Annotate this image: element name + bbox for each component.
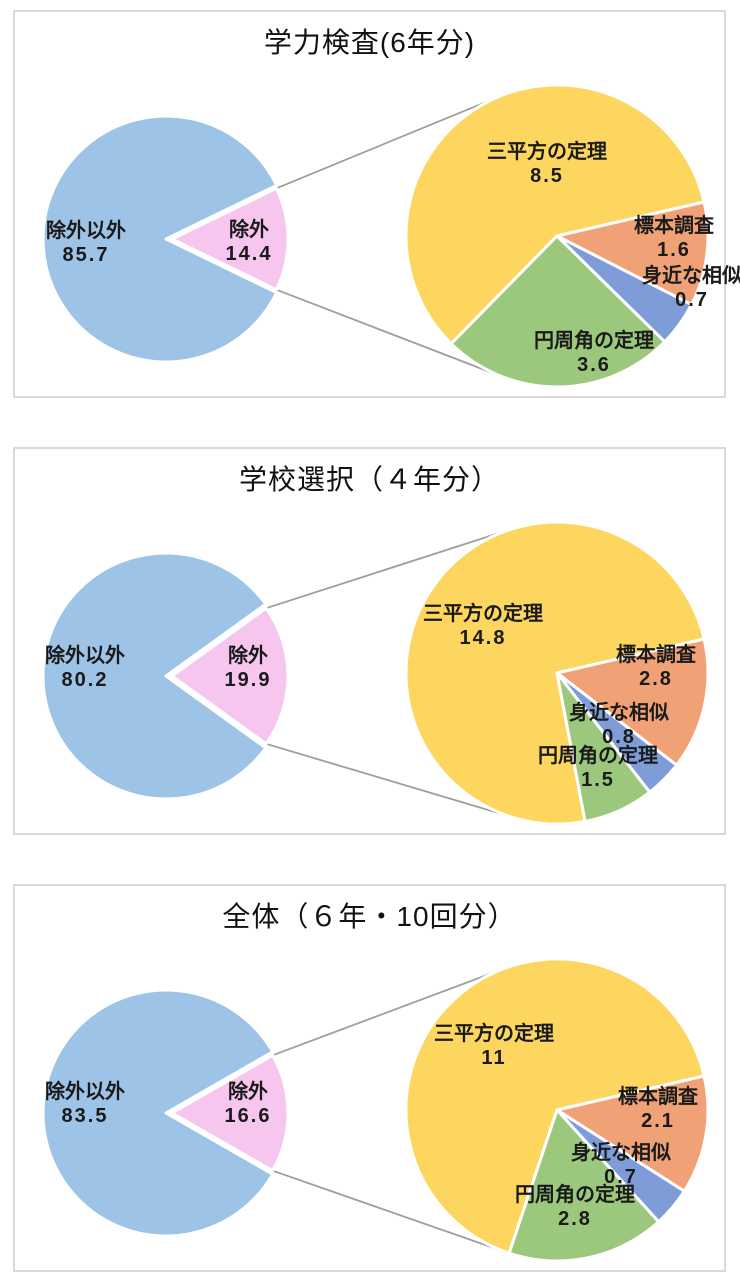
chart-panel-1: 学力検査(6年分) 除外以外 85.7 除外 14.4 三平方の定理 8.5 標本調査 1.6 身… <box>13 10 740 398</box>
slice-label-value: 2.1 <box>641 1110 675 1132</box>
detail-slice-label: 三平方の定理 14.8 <box>423 602 543 650</box>
main-pie-slice-secondary <box>170 186 290 292</box>
series-connector-line-bottom <box>265 742 515 819</box>
series-connector-line-bottom <box>272 1169 508 1254</box>
chart-title: 学力検査(6年分) <box>263 27 476 58</box>
detail-slice-label: 標本調査 2.1 <box>618 1085 698 1133</box>
detail-pie-slice <box>404 520 706 826</box>
slice-label-value: 0.7 <box>675 289 709 311</box>
detail-pie-slice <box>404 957 706 1255</box>
series-connector-line-bottom <box>276 288 504 378</box>
detail-slice-label: 円周角の定理 2.8 <box>515 1183 635 1231</box>
detail-pie-slice <box>555 1074 710 1193</box>
detail-slice-label: 円周角の定理 3.6 <box>534 329 654 377</box>
slice-label-value: 19.9 <box>224 669 272 691</box>
detail-slice-label: 標本調査 1.6 <box>634 214 714 262</box>
main-slice-label: 除外以外 83.5 <box>45 1080 125 1128</box>
main-pie-slice-primary <box>41 114 279 364</box>
slice-label-name: 三平方の定理 <box>423 603 543 625</box>
slice-label-value: 2.8 <box>639 668 673 690</box>
main-slice-label: 除外 16.6 <box>225 1080 272 1128</box>
detail-pie-slice <box>555 200 710 307</box>
slice-label-name: 標本調査 <box>618 1086 698 1108</box>
chart-panel-2: 学校選択（４年分） 除外以外 80.2 除外 19.9 三平方の定理 14.8 標本調査 2.8… <box>13 447 726 835</box>
main-slice-label: 除外 19.9 <box>225 644 272 692</box>
slice-label-name: 標本調査 <box>634 215 714 237</box>
slice-label-name: 身近な相似 <box>569 702 669 724</box>
slice-label-value: 83.5 <box>61 1105 109 1127</box>
slice-label-value: 11 <box>481 1047 507 1069</box>
slice-label-value: 8.5 <box>530 165 564 187</box>
detail-pie-slice <box>555 637 710 767</box>
chart-title: 学校選択（４年分） <box>238 464 500 495</box>
slice-label-name: 除外以外 <box>46 220 126 242</box>
series-connector-line-top <box>265 528 511 610</box>
slice-label-name: 円周角の定理 <box>538 745 658 767</box>
pie-of-pie-chart <box>41 957 710 1263</box>
main-pie-slice-primary <box>41 551 268 801</box>
slice-label-value: 2.8 <box>558 1208 592 1230</box>
detail-slice-label: 標本調査 2.8 <box>616 643 696 691</box>
chart-title: 全体（６年・10回分） <box>222 901 517 932</box>
main-slice-label: 除外 14.4 <box>226 218 273 266</box>
main-slice-label: 除外以外 80.2 <box>45 644 125 692</box>
slice-label-name: 三平方の定理 <box>487 141 607 163</box>
slice-label-name: 円周角の定理 <box>515 1184 635 1206</box>
slice-label-name: 除外以外 <box>45 645 125 667</box>
main-pie-slice-secondary <box>170 1053 290 1173</box>
slice-label-value: 3.6 <box>577 354 611 376</box>
slice-label-value: 0.8 <box>602 726 636 748</box>
slice-label-value: 80.2 <box>61 669 109 691</box>
detail-pie-slice <box>404 83 706 346</box>
slice-label-value: 16.6 <box>224 1105 272 1127</box>
slice-label-value: 1.5 <box>581 769 615 791</box>
detail-pie-slice <box>507 1108 661 1263</box>
slice-label-name: 身近な相似 <box>571 1142 671 1164</box>
slice-label-value: 14.8 <box>459 627 507 649</box>
chart-panel-3: 全体（６年・10回分） 除外以外 83.5 除外 16.6 三平方の定理 11 標本調査 2.1… <box>13 884 726 1272</box>
slice-label-name: 除外 <box>228 645 268 667</box>
series-connector-line-top <box>272 967 505 1057</box>
detail-slice-label: 三平方の定理 8.5 <box>487 140 607 188</box>
main-slice-label: 除外以外 85.7 <box>46 219 126 267</box>
main-pie-slice-primary <box>41 988 275 1238</box>
pie-of-pie-chart <box>41 83 710 389</box>
slice-label-name: 除外 <box>228 1081 268 1103</box>
main-pie-slice-secondary <box>170 606 290 746</box>
detail-slice-label: 身近な相似 0.7 <box>642 264 740 312</box>
pie-of-pie-chart <box>41 520 710 826</box>
slice-label-name: 円周角の定理 <box>534 330 654 352</box>
series-connector-line-top <box>276 95 500 190</box>
slice-label-value: 85.7 <box>62 244 110 266</box>
detail-slice-label: 三平方の定理 11 <box>434 1022 554 1070</box>
slice-label-value: 0.7 <box>604 1166 638 1188</box>
detail-slice-label: 身近な相似 0.7 <box>571 1141 671 1189</box>
slice-label-name: 標本調査 <box>616 644 696 666</box>
detail-slice-label: 身近な相似 0.8 <box>569 701 669 749</box>
detail-pie-slice <box>449 234 667 389</box>
slice-label-value: 1.6 <box>657 239 691 261</box>
detail-pie-slice <box>555 671 652 823</box>
slice-label-name: 三平方の定理 <box>434 1023 554 1045</box>
detail-slice-label: 円周角の定理 1.5 <box>538 744 658 792</box>
slice-label-value: 14.4 <box>225 243 273 265</box>
slice-label-name: 除外 <box>229 219 269 241</box>
slice-label-name: 除外以外 <box>45 1081 125 1103</box>
slice-label-name: 身近な相似 <box>642 265 740 287</box>
